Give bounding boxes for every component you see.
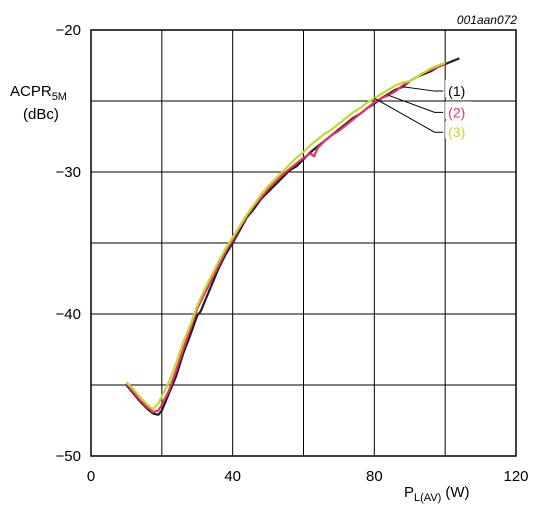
series-line-2 xyxy=(125,63,446,414)
chart-identifier: 001aan072 xyxy=(457,13,517,27)
y-axis-label-sub: 5M xyxy=(52,91,67,103)
y-tick-label: −50 xyxy=(56,448,81,465)
y-tick-label: −30 xyxy=(56,164,81,181)
x-axis-ticks: 0 40 80 120 xyxy=(87,468,529,485)
plot-frame xyxy=(90,29,517,457)
y-axis-label-main: ACPR xyxy=(10,83,52,100)
x-tick-label: 40 xyxy=(224,468,241,485)
grid xyxy=(91,30,516,456)
x-axis-label-sub: L(AV) xyxy=(414,492,441,504)
y-tick-label: −20 xyxy=(56,22,81,39)
legend-label-3: (3) xyxy=(448,124,465,140)
legend-label-background xyxy=(445,121,472,139)
y-axis-unit: (dBc) xyxy=(23,106,59,123)
series-line-3 xyxy=(125,61,446,411)
y-axis-label: ACPR5M xyxy=(10,83,67,103)
y-tick-label: −40 xyxy=(56,306,81,323)
legend-label-1: (1) xyxy=(448,83,465,99)
y-axis-ticks: −20 −30 −40 −50 xyxy=(56,22,81,465)
legend-label-background xyxy=(445,101,472,119)
legend-leader-2 xyxy=(388,94,444,113)
legend: (1) (2) (3) xyxy=(374,80,472,140)
series-lines xyxy=(125,57,460,416)
x-axis-label-main: P xyxy=(404,484,414,501)
legend-label-2: (2) xyxy=(448,104,465,120)
x-tick-label: 0 xyxy=(87,468,95,485)
x-axis-label: PL(AV) (W) xyxy=(404,484,469,504)
legend-leader-3 xyxy=(374,97,444,133)
x-tick-label: 120 xyxy=(503,468,528,485)
x-axis-label-unit: (W) xyxy=(445,484,469,501)
legend-label-background xyxy=(445,80,472,98)
x-tick-label: 80 xyxy=(366,468,383,485)
legend-leader-1 xyxy=(402,86,444,92)
